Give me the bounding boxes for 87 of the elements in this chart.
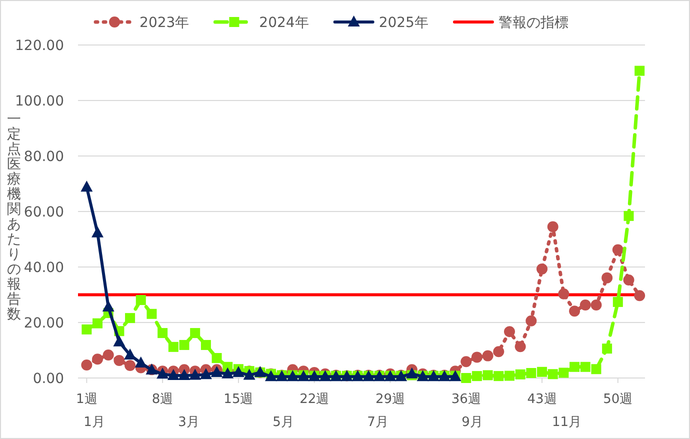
point <box>472 371 482 382</box>
point <box>624 210 634 221</box>
point <box>590 300 602 311</box>
point <box>146 308 157 319</box>
point <box>102 300 114 312</box>
point <box>158 328 168 338</box>
x-tick-label: 8週 <box>152 392 174 407</box>
legend-label: 2025年 <box>378 15 428 31</box>
point <box>547 221 558 232</box>
legend-label: 2024年 <box>259 15 309 31</box>
point <box>570 362 580 372</box>
point <box>92 318 103 328</box>
point <box>548 369 558 380</box>
point <box>243 368 256 380</box>
point <box>515 369 526 380</box>
point <box>102 349 114 360</box>
point <box>178 369 190 380</box>
text: 11月 <box>552 415 582 430</box>
point <box>536 263 548 274</box>
point <box>634 290 646 302</box>
point <box>602 272 613 284</box>
point <box>602 344 612 354</box>
point <box>190 328 200 338</box>
y-tick-label: 120.00 <box>15 38 64 54</box>
legend-label: 2023年 <box>140 15 190 31</box>
point <box>526 368 536 378</box>
point <box>460 356 472 368</box>
point <box>482 370 493 380</box>
x-tick-label: 36週 <box>451 392 481 407</box>
point <box>461 373 472 383</box>
x-tick-label: 22週 <box>300 392 330 407</box>
point <box>114 355 125 366</box>
point <box>92 226 104 238</box>
point <box>580 300 591 311</box>
point <box>526 315 537 326</box>
point <box>504 370 514 381</box>
x-tick-label: 29週 <box>375 392 406 407</box>
point <box>494 371 504 382</box>
point <box>179 340 190 350</box>
y-tick-label: 60.00 <box>24 204 64 220</box>
y-tick-label: 40.00 <box>24 260 64 276</box>
point <box>591 364 602 374</box>
point <box>134 356 147 368</box>
point <box>612 244 624 256</box>
point <box>92 354 104 365</box>
point <box>167 369 180 380</box>
point <box>558 288 570 300</box>
text: 7月 <box>367 415 388 430</box>
point <box>558 368 569 378</box>
point <box>537 366 548 377</box>
point <box>82 324 92 334</box>
y-tick-label: 20.00 <box>24 316 64 332</box>
point <box>168 342 178 352</box>
point <box>212 353 222 364</box>
point <box>136 295 146 306</box>
point <box>81 359 92 370</box>
text: 3月 <box>178 415 200 430</box>
point <box>493 346 504 358</box>
point <box>124 360 136 372</box>
point <box>634 66 645 76</box>
text: 1月 <box>84 415 105 430</box>
point <box>482 350 494 362</box>
y-tick-label: 100.00 <box>15 94 64 110</box>
x-tick-label: 15週 <box>224 392 254 407</box>
point <box>200 368 212 380</box>
text: 一定点医療機関あたりの報告数 <box>7 112 21 322</box>
point <box>200 340 211 350</box>
text: 5月 <box>272 415 294 430</box>
point <box>623 274 634 286</box>
point <box>80 180 93 192</box>
point <box>514 341 526 352</box>
point <box>189 368 202 380</box>
x-tick-label: 50週 <box>603 392 633 407</box>
text: 9月 <box>462 415 483 430</box>
y-tick-label: 0.00 <box>32 371 64 387</box>
point <box>471 352 482 363</box>
point <box>125 313 136 324</box>
point <box>612 296 623 307</box>
legend-label: 警報の指標 <box>498 15 568 31</box>
point <box>580 362 590 372</box>
point <box>113 335 126 346</box>
point <box>569 306 580 317</box>
point <box>504 326 515 338</box>
x-tick-label: 1週 <box>76 392 98 407</box>
x-tick-label: 43週 <box>527 392 557 407</box>
point <box>406 367 418 378</box>
y-tick-label: 80.00 <box>24 149 64 165</box>
